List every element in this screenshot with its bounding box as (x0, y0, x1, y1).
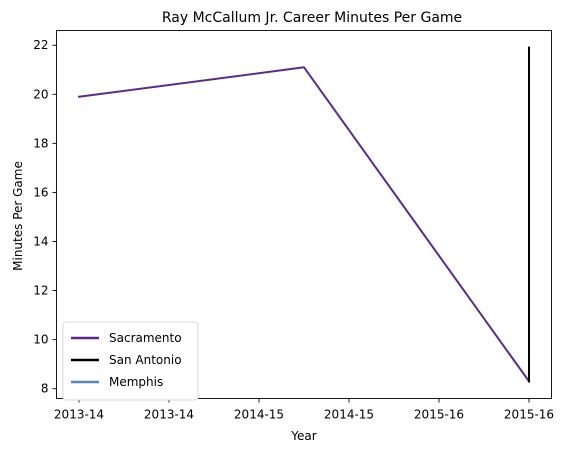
y-tick-label: 22 (33, 38, 48, 52)
x-tick-label: 2014-15 (234, 408, 284, 422)
legend-box (62, 321, 199, 401)
legend-label-sacramento: Sacramento (109, 331, 182, 345)
legend-label-memphis: Memphis (109, 375, 163, 389)
x-tick-label: 2013-14 (144, 408, 194, 422)
y-axis-label: Minutes Per Game (11, 161, 25, 271)
series-line-sacramento (77, 66, 531, 383)
y-tick-label: 10 (33, 333, 48, 347)
x-tick-label: 2013-14 (54, 408, 104, 422)
y-tick-label: 18 (33, 136, 48, 150)
plot-layer: 8 10 12 14 16 18 20 22 2013-14 2013-14 2014-15 2014… (33, 30, 554, 422)
x-axis-label: Year (290, 429, 316, 443)
y-tick-label: 8 (41, 382, 49, 396)
x-tick-label: 2014-15 (324, 408, 374, 422)
chart-title: Ray McCallum Jr. Career Minutes Per Game (162, 10, 462, 26)
y-tick-label: 20 (33, 87, 48, 101)
x-tick-label: 2015-16 (504, 408, 554, 422)
y-tick-label: 12 (33, 284, 48, 298)
legend-label-san-antonio: San Antonio (109, 353, 182, 367)
y-tick-label: 14 (33, 234, 48, 248)
x-tick-label: 2015-16 (414, 408, 464, 422)
y-tick-label: 16 (33, 185, 48, 199)
